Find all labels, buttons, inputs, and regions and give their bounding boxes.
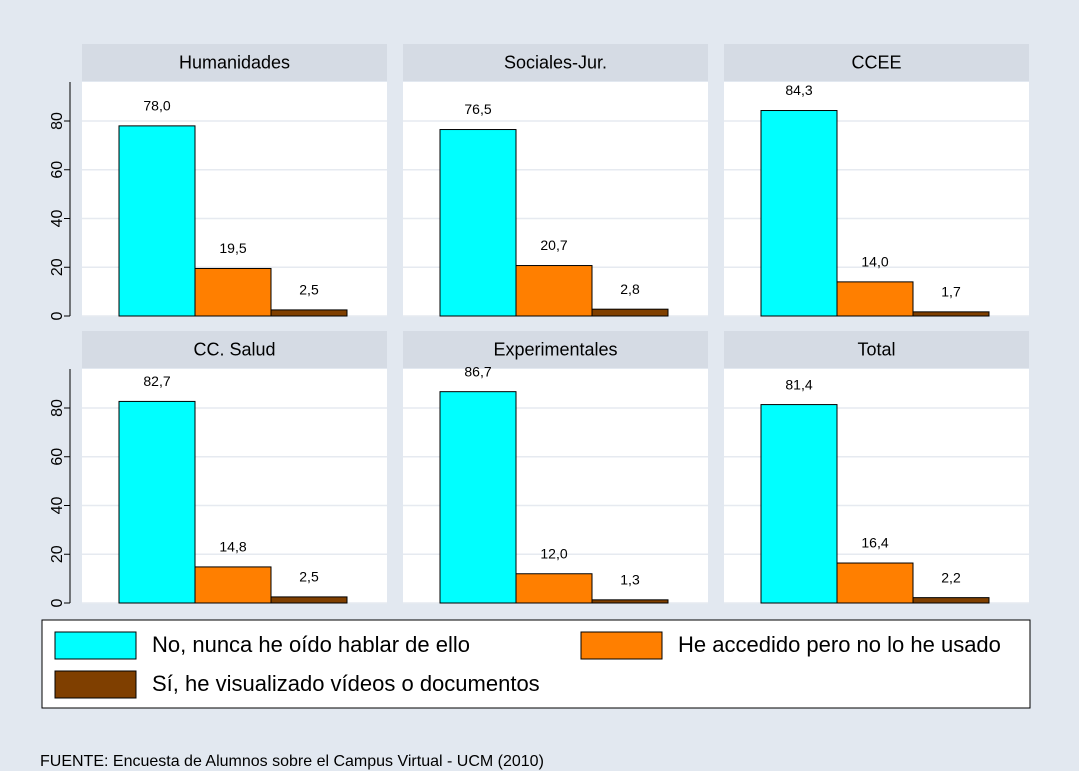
value-label: 82,7 (143, 373, 170, 389)
bar (439, 129, 517, 317)
panel-title: Humanidades (179, 52, 290, 72)
strip (403, 44, 708, 81)
legend-label: No, nunca he oído hablar de ello (152, 632, 470, 657)
bar (118, 400, 196, 604)
bar (270, 309, 348, 317)
value-label: 81,4 (785, 376, 812, 392)
y-tick-label: 80 (49, 399, 66, 417)
bar (760, 404, 838, 604)
bar (194, 566, 272, 604)
y-tick-label: 20 (49, 258, 66, 276)
value-label: 1,7 (941, 284, 961, 300)
bar (118, 125, 196, 317)
bar (591, 599, 669, 604)
value-label: 19,5 (219, 240, 246, 256)
value-label: 2,2 (941, 569, 961, 585)
value-label: 14,0 (861, 254, 888, 270)
value-label: 14,8 (219, 539, 246, 555)
bar (912, 311, 990, 317)
y-tick-label: 60 (49, 448, 66, 466)
panel-title: Total (857, 339, 895, 359)
value-label: 16,4 (861, 535, 888, 551)
panel-title: CC. Salud (193, 339, 275, 359)
y-tick-label: 0 (49, 311, 66, 320)
bar (912, 597, 990, 604)
strip (82, 331, 387, 368)
value-label: 1,3 (620, 572, 640, 588)
bar (439, 391, 517, 604)
bar (515, 573, 593, 604)
value-label: 2,8 (620, 281, 640, 297)
legend-key (580, 631, 663, 660)
bar (760, 110, 838, 317)
bar (194, 267, 272, 317)
value-label: 20,7 (540, 237, 567, 253)
panel-title: Sociales-Jur. (504, 52, 607, 72)
bar (591, 308, 669, 317)
legend-key (54, 631, 137, 660)
legend-key (54, 670, 137, 699)
bar (270, 596, 348, 604)
value-label: 12,0 (540, 545, 567, 561)
value-label: 2,5 (299, 569, 319, 585)
bar (515, 265, 593, 317)
bar (836, 562, 914, 604)
value-label: 76,5 (464, 101, 491, 117)
panel-title: Experimentales (493, 339, 617, 359)
note: FUENTE: Encuesta de Alumnos sobre el Cam… (40, 753, 544, 770)
panel-title: CCEE (851, 52, 901, 72)
legend-box (41, 619, 1031, 709)
legend-label: He accedido pero no lo he usado (678, 632, 1001, 657)
strip (82, 44, 387, 81)
value-label: 86,7 (464, 363, 491, 379)
strip (724, 331, 1029, 368)
y-tick-label: 0 (49, 598, 66, 607)
value-label: 78,0 (143, 98, 170, 114)
y-tick-label: 20 (49, 545, 66, 563)
y-tick-label: 80 (49, 112, 66, 130)
strip (724, 44, 1029, 81)
y-tick-label: 60 (49, 161, 66, 179)
value-label: 2,5 (299, 282, 319, 298)
y-tick-label: 40 (49, 497, 66, 515)
strip (403, 331, 708, 368)
value-label: 84,3 (785, 82, 812, 98)
legend-label: Sí, he visualizado vídeos o documentos (152, 671, 540, 696)
bar (836, 281, 914, 317)
y-tick-label: 40 (49, 210, 66, 228)
